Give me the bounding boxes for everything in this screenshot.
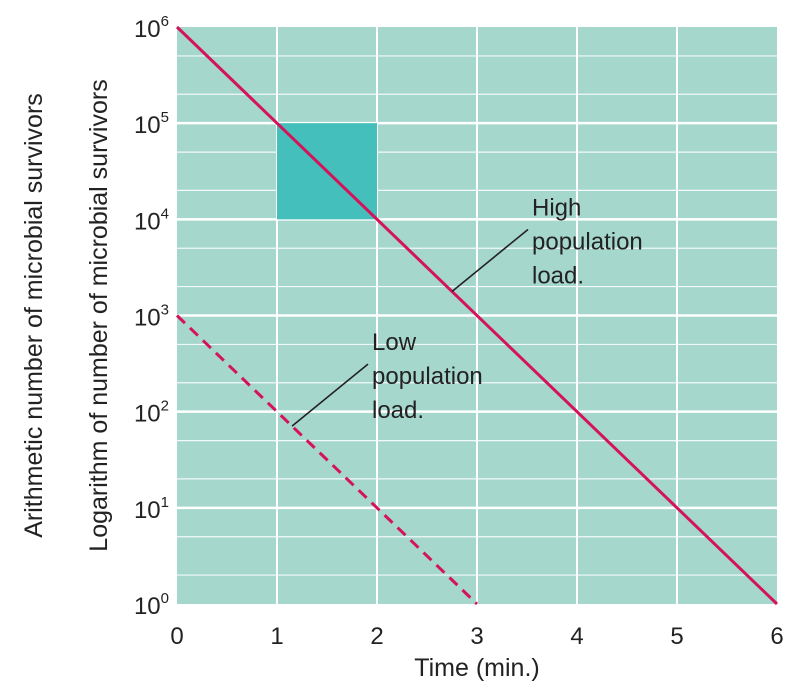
y-axis-label: Logarithm of number of microbial survivo… (85, 79, 113, 551)
x-axis-label: Time (min.) (414, 654, 539, 682)
y-tick-label: 100 (134, 590, 169, 620)
annotation-text: population (372, 363, 483, 390)
y-tick-labels: 100 101 102 103 104 105 106 (134, 13, 169, 620)
y-axis-label-secondary: Arithmetic number of microbial survivors (20, 93, 48, 538)
series-line-1 (175, 25, 779, 606)
x-tick-label: 3 (470, 623, 483, 650)
x-tick-label: 5 (670, 623, 683, 650)
annotation-text: load. (532, 262, 584, 289)
annotation-leader-1 (451, 228, 529, 293)
annotation-text: population (532, 228, 643, 255)
y-tick-label: 105 (134, 109, 169, 139)
x-tick-label: 2 (370, 623, 383, 650)
annotation-text: load. (372, 397, 424, 424)
annotation-leader-2 (291, 363, 369, 427)
x-tick-label: 1 (270, 623, 283, 650)
annotation-text: Low (372, 329, 417, 356)
x-tick-labels: 0 1 2 3 4 5 6 (170, 623, 783, 650)
y-tick-label: 106 (134, 13, 169, 43)
annotation-text: High (532, 194, 581, 221)
series-line-2 (175, 314, 479, 606)
y-tick-label: 103 (134, 302, 169, 332)
annotations: High population load. Low population load. (291, 194, 643, 427)
y-tick-label: 104 (134, 205, 169, 235)
data-series (175, 25, 779, 606)
y-tick-label: 101 (134, 494, 169, 524)
y-tick-label: 102 (134, 398, 169, 428)
x-tick-label: 0 (170, 623, 183, 650)
grid-lines (177, 27, 777, 604)
x-tick-label: 6 (770, 623, 783, 650)
x-tick-label: 4 (570, 623, 583, 650)
